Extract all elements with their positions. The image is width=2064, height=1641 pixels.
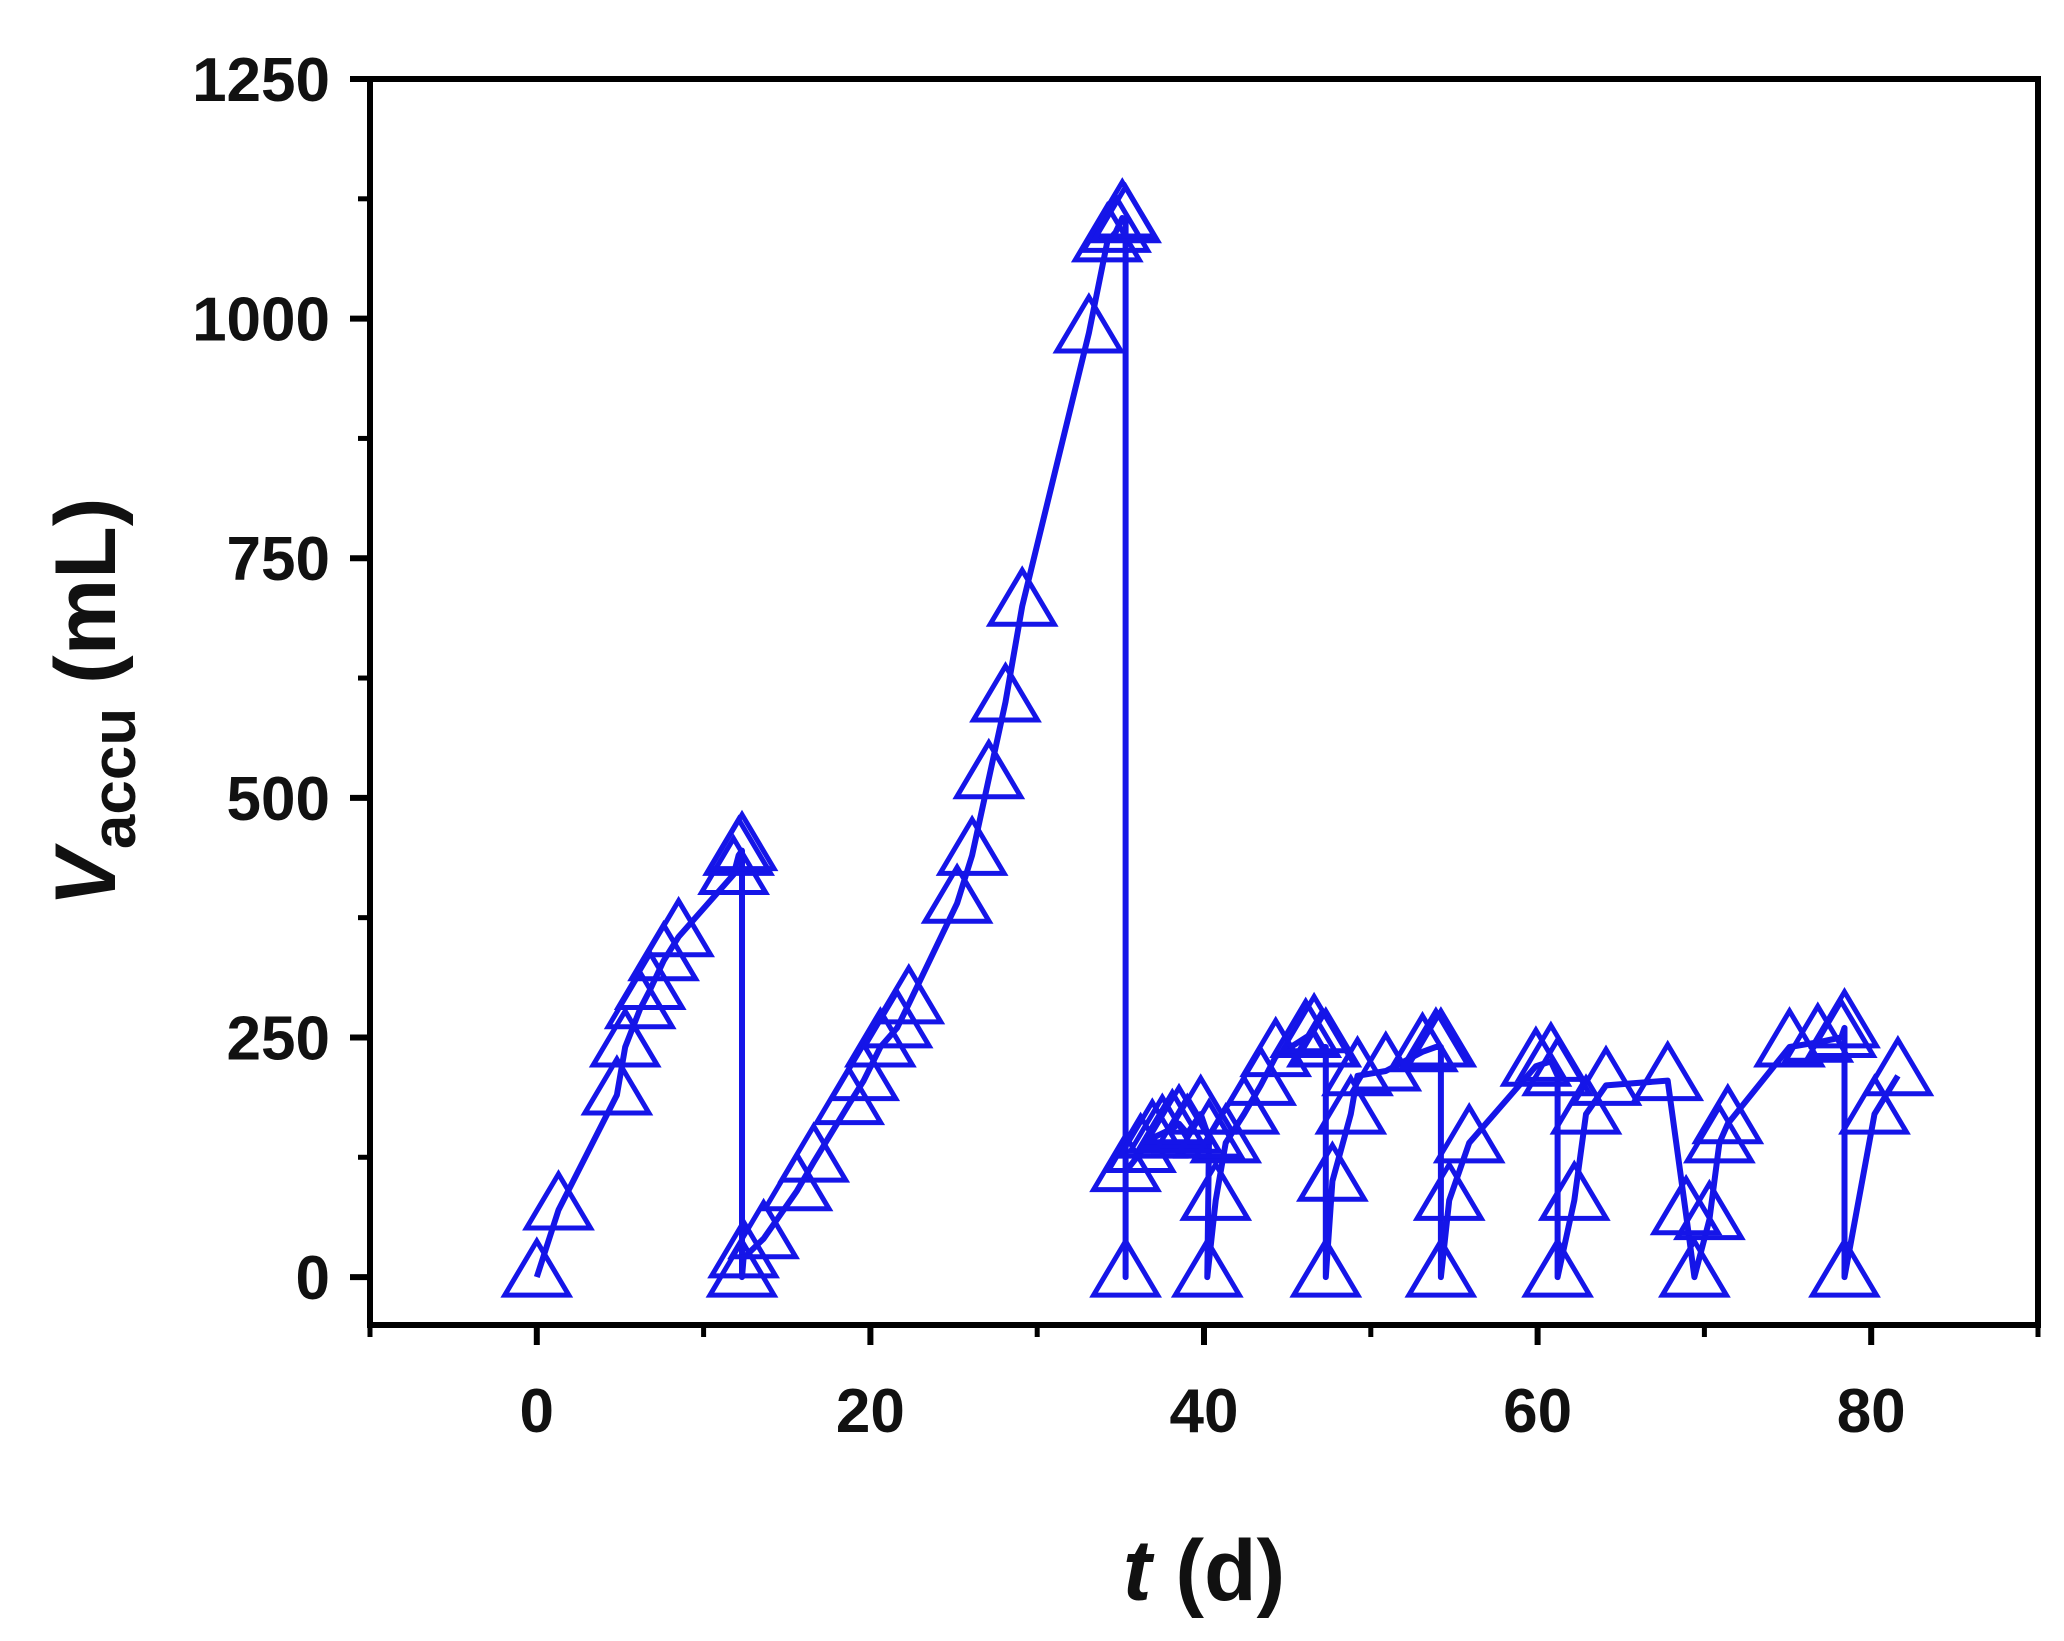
data-point-marker [1781,1001,1855,1063]
y-axis-ticks [350,76,370,1281]
x-axis-title: t (d) [1123,1523,1285,1619]
data-point-marker [777,1121,851,1183]
data-point-marker [985,565,1059,627]
data-point-marker [1170,1236,1244,1298]
data-point-marker [580,1054,654,1116]
y-tick-label: 250 [227,1004,330,1073]
y-tick-label: 1250 [192,46,330,115]
data-point-marker [1521,1236,1594,1298]
x-tick-label: 80 [1837,1377,1906,1446]
data-point-marker [727,1197,800,1260]
data-point-marker [1499,1025,1573,1087]
data-point-marker [1683,1101,1756,1164]
data-point-marker [1239,1015,1313,1078]
plot-frame [367,76,2041,1328]
data-point-marker [920,862,994,924]
y-tick-label: 1000 [192,286,330,355]
x-tick-label: 20 [836,1377,905,1446]
data-point-marker [1089,1130,1162,1193]
data-point-marker [1631,1039,1705,1102]
data-point-marker [1386,1010,1459,1073]
y-axis-title-variable: V [38,842,134,906]
data-point-marker [952,737,1026,800]
data-point-marker [707,1216,780,1279]
data-point-marker [1289,1006,1363,1068]
data-point-marker [1404,1006,1478,1068]
data-point-marker [1164,1073,1238,1135]
data-point-marker [1289,1236,1363,1298]
x-tick-label: 0 [520,1377,554,1446]
x-axis-ticks [367,1325,2041,1345]
data-point-marker [1521,1034,1594,1097]
data-point-marker [1432,1101,1506,1164]
data-point-marker [705,809,779,872]
y-axis-title: Vaccu (mL) [38,498,149,907]
data-point-marker [1412,1159,1486,1221]
y-axis-title-subscript: accu [80,708,149,849]
y-axis-title-unit: (mL) [38,498,134,708]
data-point-marker [1861,1034,1935,1097]
data-point-marker [1404,1236,1478,1298]
data-point-marker [1089,181,1162,244]
data-point-marker [1808,1236,1881,1298]
x-tick-label: 60 [1503,1377,1572,1446]
x-axis-title-variable: t [1123,1523,1155,1619]
data-point-marker [872,962,946,1025]
data-point-marker [522,1169,595,1231]
y-axis-tick-labels: 0 250 500 750 1000 1250 [192,46,330,1313]
data-point-marker [935,814,1009,876]
data-point-marker [827,1039,901,1102]
data-point-marker [500,1236,574,1298]
y-tick-label: 0 [296,1244,330,1313]
y-tick-label: 500 [227,765,330,834]
data-point-marker [1649,1173,1723,1236]
data-layer [500,177,1935,1298]
data-point-marker [1753,1006,1826,1068]
data-point-marker [705,1236,779,1298]
data-point-marker [1537,1159,1611,1221]
data-point-marker [1089,1236,1162,1298]
data-point-marker [1269,996,1343,1058]
x-axis-tick-labels: 0 20 40 60 80 [520,1377,1906,1446]
data-point-marker [1673,1178,1746,1241]
data-point-marker [642,895,715,958]
data-point-marker [1135,1087,1209,1149]
data-point-marker [1172,1097,1246,1159]
data-point-marker [1052,292,1126,354]
data-point-marker [1658,1236,1731,1298]
data-point-marker [969,661,1042,723]
data-point-marker [812,1063,886,1126]
data-point-marker [588,1006,662,1068]
data-point-marker [1838,1073,1911,1135]
data-point-marker [1321,1034,1394,1097]
data-point-marker [1569,1044,1643,1106]
data-point-marker [1349,1030,1423,1092]
data-point-marker [1296,1140,1369,1202]
y-tick-label: 750 [227,525,330,594]
data-point-marker [1808,986,1881,1049]
x-tick-label: 40 [1170,1377,1239,1446]
data-point-marker [1179,1159,1253,1221]
x-axis-title-unit: (d) [1151,1523,1285,1619]
data-point-marker [844,1006,917,1068]
data-point-marker [697,833,770,895]
data-point-marker [1314,1073,1388,1135]
data-point-marker [1691,1082,1765,1145]
